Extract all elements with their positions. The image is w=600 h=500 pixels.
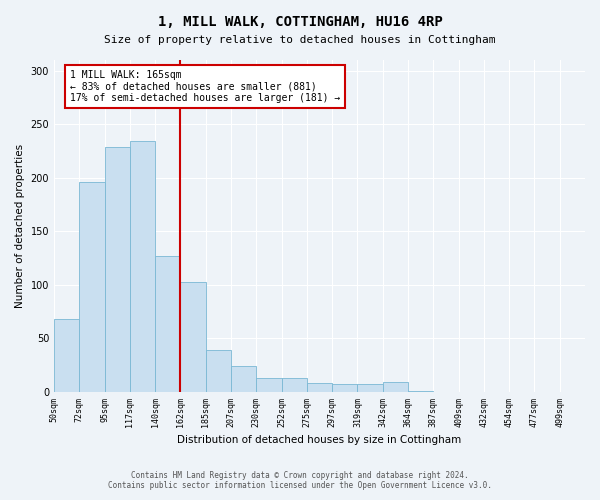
Bar <box>281 378 307 392</box>
Bar <box>256 378 281 392</box>
Bar <box>358 384 383 392</box>
Y-axis label: Number of detached properties: Number of detached properties <box>15 144 25 308</box>
Bar <box>206 350 231 392</box>
Bar <box>79 182 104 392</box>
Bar <box>130 142 155 392</box>
Bar <box>408 390 433 392</box>
Bar <box>383 382 408 392</box>
Bar <box>307 383 332 392</box>
Bar <box>181 282 206 392</box>
Bar <box>104 146 130 392</box>
Bar <box>332 384 358 392</box>
Bar <box>155 256 181 392</box>
Bar <box>54 319 79 392</box>
Text: Contains HM Land Registry data © Crown copyright and database right 2024.
Contai: Contains HM Land Registry data © Crown c… <box>108 470 492 490</box>
Bar <box>231 366 256 392</box>
Text: Size of property relative to detached houses in Cottingham: Size of property relative to detached ho… <box>104 35 496 45</box>
X-axis label: Distribution of detached houses by size in Cottingham: Distribution of detached houses by size … <box>178 435 461 445</box>
Text: 1, MILL WALK, COTTINGHAM, HU16 4RP: 1, MILL WALK, COTTINGHAM, HU16 4RP <box>158 15 442 29</box>
Text: 1 MILL WALK: 165sqm
← 83% of detached houses are smaller (881)
17% of semi-detac: 1 MILL WALK: 165sqm ← 83% of detached ho… <box>70 70 340 103</box>
